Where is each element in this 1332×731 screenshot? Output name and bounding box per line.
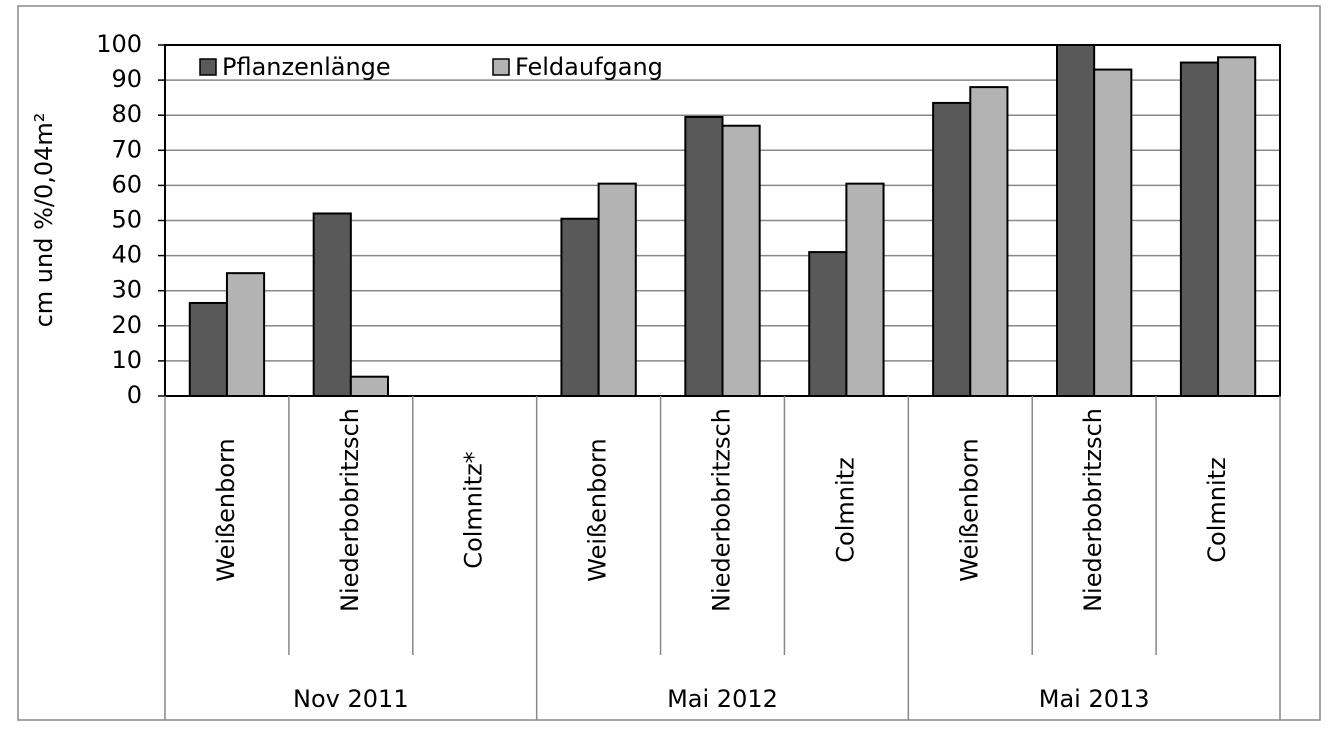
y-axis-label: cm und %/0,04m² (30, 113, 58, 328)
group-label: Mai 2013 (1039, 685, 1150, 713)
bar (225, 272, 266, 397)
legend-swatch (199, 58, 217, 76)
x-tick-label: Colmnitz* (460, 451, 488, 568)
bar (1056, 44, 1096, 397)
y-tick-label: 70 (111, 135, 142, 163)
y-tick-label: 30 (111, 276, 142, 304)
bar (845, 182, 885, 397)
x-tick-label: Niederbobritzsch (708, 408, 736, 612)
bar (349, 375, 390, 398)
bar (721, 124, 761, 397)
x-tick-label: Weißenborn (212, 438, 240, 581)
group-label: Nov 2011 (293, 685, 409, 713)
x-tick-label: Niederbobritzsch (1079, 408, 1107, 612)
bar (684, 115, 724, 398)
bar (188, 301, 228, 397)
group-label: Mai 2012 (667, 685, 778, 713)
x-tick-label: Weißenborn (584, 438, 612, 581)
x-tick-label: Weißenborn (955, 438, 983, 581)
x-tick-label: Colmnitz (1203, 457, 1231, 562)
y-tick-label: 0 (127, 381, 142, 409)
y-tick-label: 20 (111, 311, 142, 339)
y-tick-label: 100 (96, 30, 142, 58)
y-tick-label: 50 (111, 206, 142, 234)
bar (1217, 56, 1257, 397)
y-tick-label: 10 (111, 346, 142, 374)
x-tick-label: Niederbobritzsch (336, 408, 364, 612)
bar (932, 101, 972, 397)
bar (597, 182, 637, 397)
bar (808, 251, 848, 397)
bar (969, 86, 1009, 398)
bar (1093, 68, 1133, 397)
bar (312, 212, 352, 397)
x-tick-label: Colmnitz (831, 457, 859, 562)
y-tick-label: 40 (111, 241, 142, 269)
bar (560, 217, 600, 397)
legend-label: Feldaufgang (515, 53, 663, 81)
legend-label: Pflanzenlänge (222, 53, 391, 81)
y-tick-label: 60 (111, 170, 142, 198)
y-tick-label: 80 (111, 100, 142, 128)
bar (1179, 61, 1220, 398)
legend-swatch (492, 58, 510, 76)
y-tick-label: 90 (111, 65, 142, 93)
